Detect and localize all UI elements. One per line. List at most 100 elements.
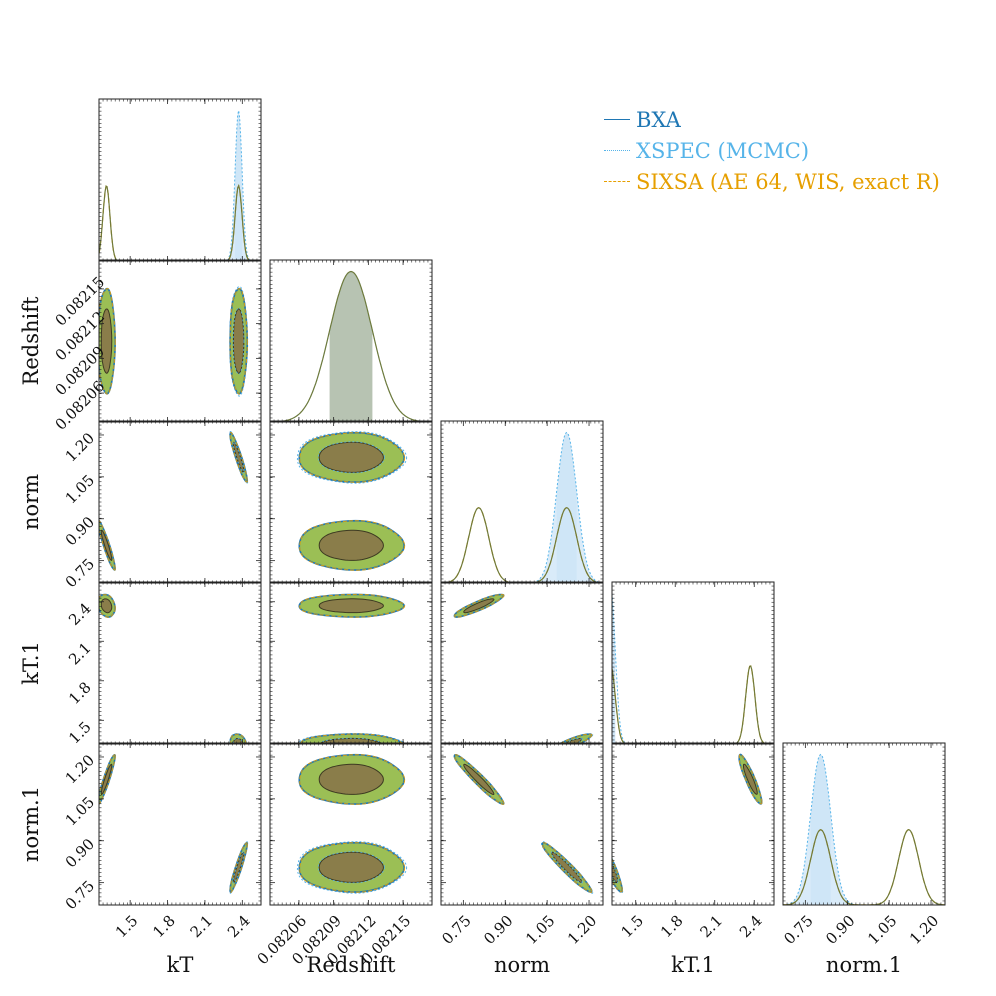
legend-item-xspec: XSPEC (MCMC) [604, 135, 940, 166]
tick-label-x-kT: 2.1 [187, 912, 217, 942]
tick-label-x-norm.1: 1.20 [906, 912, 942, 948]
panel-content-Redshift-Redshift [270, 260, 432, 422]
contour-sixsa-outer-1 [299, 842, 406, 893]
contour-sixsa-outer-1 [612, 857, 623, 893]
tick-label-x-kT.1: 1.5 [617, 912, 647, 942]
tick-label-y-norm: 0.90 [62, 513, 98, 549]
contour-sixsa-outer-1 [229, 842, 248, 893]
hist-xspec-band-norm [556, 421, 577, 583]
axis-label-y-Redshift: Redshift [19, 296, 43, 385]
contour-xspec-outer-1 [296, 431, 408, 484]
axis-label-y-norm: norm [19, 474, 43, 530]
tick-label-x-norm: 0.90 [480, 912, 516, 948]
hist-xspec-line-kT [99, 110, 261, 261]
contour-sixsa-outer-1 [229, 287, 248, 395]
contour-sixsa-outer-0 [299, 754, 406, 805]
panel-content-norm-kT [99, 430, 249, 571]
legend-line-xspec [604, 150, 630, 151]
legend-item-sixsa: SIXSA (AE 64, WIS, exact R) [604, 166, 940, 197]
panel-content-Redshift-kT [99, 285, 249, 397]
tick-label-x-kT: 2.4 [224, 912, 254, 942]
tick-label-x-norm: 1.05 [522, 912, 558, 948]
hist-xspec-mask-norm [441, 421, 603, 583]
contour-inner-0 [100, 763, 113, 795]
contour-bxa-outer-1 [557, 733, 593, 744]
contour-inner-0 [100, 598, 113, 614]
panel-content-norm.1-kT [99, 754, 249, 894]
panel-content-norm.1-norm.1 [783, 743, 945, 905]
hist-xspec-band-norm.1 [810, 743, 831, 905]
contour-xspec-outer-1 [296, 841, 408, 894]
contour-inner-1 [232, 308, 245, 374]
contour-inner-0 [100, 529, 113, 561]
tick-label-x-kT.1: 2.4 [736, 912, 766, 942]
contour-inner-1 [318, 441, 384, 473]
axis-label-y-norm.1: norm.1 [19, 786, 43, 862]
tick-label-y-norm.1: 0.90 [62, 835, 98, 871]
contour-inner-0 [463, 598, 495, 614]
contour-bxa-outer-1 [298, 733, 405, 744]
contour-sixsa-outer-0 [299, 520, 406, 571]
legend-label-xspec: XSPEC (MCMC) [636, 138, 810, 163]
tick-label-y-norm.1: 0.75 [62, 877, 98, 913]
panel-content-kT.1-Redshift [297, 593, 407, 744]
contour-inner-0 [742, 763, 758, 795]
contour-sixsa-outer-1 [542, 842, 593, 893]
contour-sixsa-outer-0 [99, 287, 116, 395]
hist-xspec-mask-kT [99, 99, 261, 261]
tick-label-y-norm: 1.05 [62, 471, 98, 507]
minor-ticks-4-3 [612, 743, 774, 905]
tick-label-x-kT.1: 1.8 [657, 912, 687, 942]
hist-xspec-band-kT [235, 99, 243, 261]
contour-xspec-inner-1 [232, 737, 244, 744]
legend-item-bxa: BXA [604, 104, 940, 135]
contour-sixsa-outer-1 [229, 432, 248, 483]
tick-label-y-kT.1: 2.4 [65, 599, 95, 629]
tick-label-y-kT.1: 2.1 [65, 639, 95, 669]
axis-label-x-norm.1: norm.1 [826, 953, 902, 977]
minor-ticks-4-2 [441, 743, 603, 905]
tick-label-y-norm: 0.75 [62, 555, 98, 591]
tick-label-x-norm: 0.75 [438, 912, 474, 948]
contour-sixsa-outer-1 [557, 733, 593, 744]
legend-line-bxa [604, 119, 630, 120]
contour-xspec-inner-1 [232, 307, 245, 375]
contour-sixsa-outer-0 [738, 753, 763, 805]
panel-content-kT.1-kT [99, 593, 248, 744]
axis-label-x-kT.1: kT.1 [671, 953, 715, 977]
panel-content-kT.1-kT.1 [612, 582, 774, 744]
contour-xspec-inner-1 [232, 851, 245, 884]
minor-ticks-4-1 [270, 743, 432, 905]
contour-xspec-inner-1 [550, 851, 583, 884]
hist-xspec-mask-kT.1 [612, 582, 774, 744]
hist-xspec-mask-norm.1 [783, 743, 945, 905]
tick-label-x-norm.1: 0.90 [822, 912, 858, 948]
hist-bxa-kT.1 [612, 665, 774, 744]
hist-bxa-norm.1 [783, 829, 945, 905]
panel-content-norm.1-norm [453, 754, 594, 894]
panel-content-norm-Redshift [296, 431, 408, 571]
panel-content-kT-kT [99, 99, 261, 261]
panel-content-norm-norm [441, 421, 603, 583]
panel-content-kT.1-norm [453, 593, 594, 744]
tick-label-y-kT.1: 1.8 [65, 678, 95, 708]
contour-sixsa-outer-0 [99, 594, 116, 618]
legend-line-sixsa [604, 181, 630, 182]
hist-bxa-norm [441, 507, 603, 583]
contour-inner-1 [318, 851, 384, 883]
minor-ticks-4-0 [99, 743, 261, 905]
tick-label-x-kT.1: 2.1 [696, 912, 726, 942]
panel-content-norm.1-Redshift [296, 753, 408, 894]
minor-ticks-3-0 [99, 582, 261, 744]
tick-label-x-kT: 1.5 [112, 912, 142, 942]
contour-xspec-inner-1 [318, 737, 385, 744]
contour-inner-0 [463, 763, 495, 796]
contour-sixsa-outer-0 [454, 594, 505, 618]
contour-sixsa-outer-0 [454, 754, 505, 805]
tick-label-x-norm: 1.20 [564, 912, 600, 948]
tick-label-y-kT.1: 1.5 [65, 718, 95, 748]
tick-label-y-norm.1: 1.20 [62, 751, 98, 787]
contour-inner-0 [318, 529, 384, 561]
contour-inner-1 [551, 851, 583, 883]
